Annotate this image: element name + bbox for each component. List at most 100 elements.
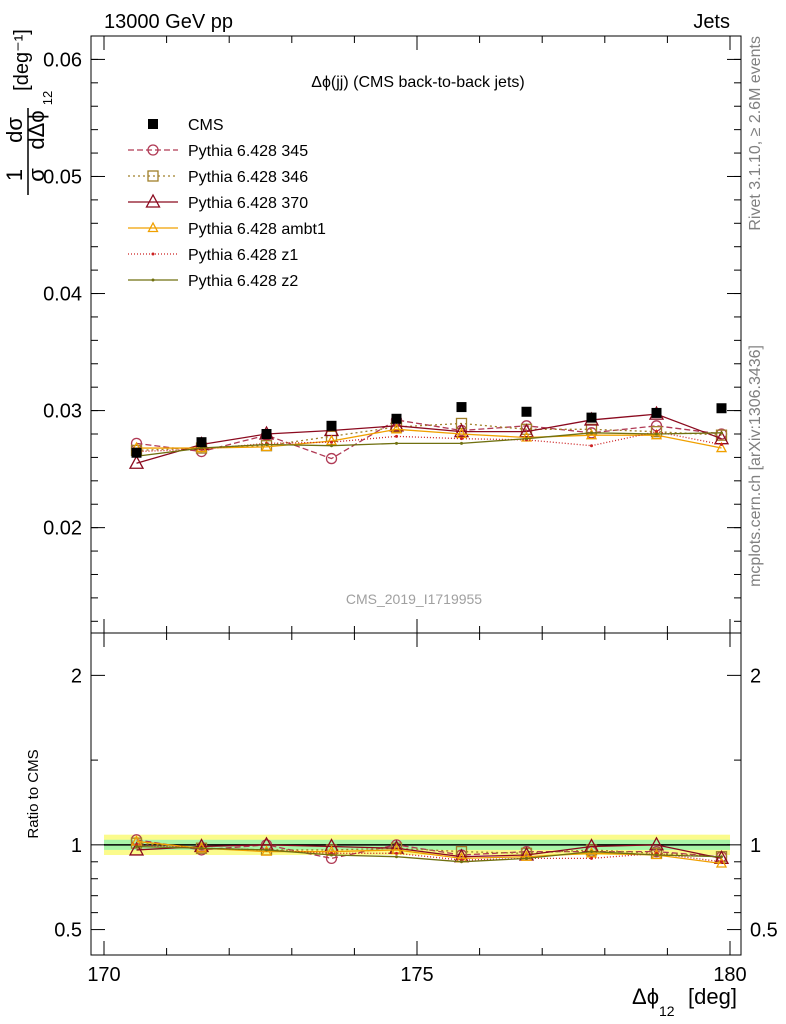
ratio-series-line-3 <box>136 844 722 860</box>
cms-data-point <box>586 412 597 423</box>
main-series-line-1 <box>136 419 722 460</box>
legend-label-3: Pythia 6.428 370 <box>188 195 308 212</box>
legend-label-5: Pythia 6.428 z1 <box>188 247 298 264</box>
main-series-point-5 <box>460 437 463 441</box>
main-y-tick-label: 0.02 <box>43 518 82 540</box>
cms-data-point <box>131 447 142 458</box>
ratio-series-point-6 <box>525 856 528 860</box>
ratio-y-axis-label: Ratio to CMS <box>25 749 42 838</box>
x-axis-label: Δϕ 12 [deg] <box>632 984 737 1019</box>
header-right: Jets <box>693 11 730 33</box>
main-series-point-1 <box>325 452 338 465</box>
cms-data-point <box>326 420 337 431</box>
ratio-series-line-4 <box>136 840 722 865</box>
main-series-point-6 <box>330 444 333 448</box>
ratio-series-point-6 <box>460 860 463 864</box>
main-series-line-5 <box>136 430 722 453</box>
ratio-y-tick-label-right: 1 <box>750 835 761 857</box>
main-series-point-4 <box>715 441 728 453</box>
x-tick-label: 180 <box>713 964 746 986</box>
ratio-series-point-6 <box>655 853 658 857</box>
chart-title: Δϕ(jj) (CMS back-to-back jets) <box>311 74 524 91</box>
main-y-tick-label: 0.04 <box>43 284 82 306</box>
legend: CMS Pythia 6.428 345 Pythia 6.428 346 Pythi… <box>128 117 326 290</box>
main-y-tick-label: 0.05 <box>43 166 82 188</box>
ratio-series-point-5 <box>395 851 398 855</box>
ratio-series-point-4 <box>585 846 598 858</box>
main-series-point-6 <box>460 441 463 445</box>
legend-marker-1 <box>147 144 159 156</box>
main-series-point-5 <box>655 430 658 434</box>
xlabel-dphi: Δϕ <box>632 984 659 1009</box>
cms-data-point <box>391 413 402 424</box>
ratio-series-point-4 <box>260 845 273 856</box>
mcplots-credit-label: mcplots.cern.ch [arXiv:1306.3436] <box>747 345 764 587</box>
legend-marker-6 <box>151 278 155 282</box>
main-series-point-2 <box>715 429 728 441</box>
ratio-series-point-4 <box>520 850 533 861</box>
main-series-point-6 <box>655 432 658 436</box>
main-axis-ticks: 0.02 0.03 0.04 0.05 0.06 <box>43 36 741 633</box>
ylabel-fraction-dsigma: dσ <box>2 117 27 143</box>
ratio-series-group <box>128 834 730 868</box>
main-series-line-4 <box>136 428 722 449</box>
legend-label-0: CMS <box>188 117 224 134</box>
main-panel: 0.02 0.03 0.04 0.05 0.06 Δϕ(jj) (CMS back-to… <box>2 29 742 634</box>
xlabel-sub: 12 <box>659 1003 675 1019</box>
legend-label-4: Pythia 6.428 ambt1 <box>188 221 326 238</box>
legend-marker-2 <box>147 170 159 182</box>
ratio-y-tick-label: 0.5 <box>54 920 82 942</box>
ratio-y-tick-label: 1 <box>71 835 82 857</box>
ratio-series-point-2 <box>130 837 143 849</box>
rivet-version-label: Rivet 3.1.10, ≥ 2.6M events <box>747 36 764 231</box>
main-series-point-5 <box>395 434 398 438</box>
ratio-frame <box>90 632 742 956</box>
ratio-series-point-6 <box>200 846 203 850</box>
main-series-point-5 <box>590 444 593 448</box>
header-left: 13000 GeV pp <box>104 11 233 33</box>
main-y-tick-label: 0.03 <box>43 401 82 423</box>
main-series-point-4 <box>585 428 598 440</box>
main-series-point-6 <box>395 441 398 445</box>
main-y-axis-label: 1 dσ σ dΔϕ 12 [deg⁻¹] <box>2 29 55 195</box>
legend-label-2: Pythia 6.428 346 <box>188 169 308 186</box>
cms-data-point <box>196 437 207 448</box>
main-series-group <box>128 402 730 469</box>
ylabel-units: [deg⁻¹] <box>11 29 33 91</box>
ratio-series-point-6 <box>395 855 398 859</box>
ratio-series-point-5 <box>720 860 723 864</box>
legend-label-6: Pythia 6.428 z2 <box>188 273 298 290</box>
main-series-point-4 <box>260 440 273 452</box>
legend-label-1: Pythia 6.428 345 <box>188 143 308 160</box>
main-series-point-5 <box>330 440 333 444</box>
ratio-series-point-5 <box>590 856 593 860</box>
cms-data-point <box>521 406 532 417</box>
main-series-point-3 <box>518 423 535 438</box>
main-series-point-2 <box>650 426 663 438</box>
ylabel-fraction-sub: 12 <box>40 91 55 105</box>
ratio-series-point-4 <box>195 841 208 853</box>
main-y-tick-label: 0.06 <box>43 49 82 71</box>
legend-marker-0 <box>148 119 158 129</box>
ratio-y-tick-label-right: 0.5 <box>750 920 778 942</box>
x-tick-label: 170 <box>87 964 120 986</box>
x-tick-label: 175 <box>400 964 433 986</box>
main-series-point-6 <box>265 443 268 447</box>
ratio-series-point-3 <box>128 841 145 856</box>
cms-data-point <box>261 429 272 439</box>
main-series-point-6 <box>590 431 593 435</box>
cms-data-point <box>651 407 662 418</box>
main-series-point-6 <box>200 446 203 450</box>
main-series-point-5 <box>720 443 723 447</box>
ylabel-fraction-sigma: σ <box>24 168 49 182</box>
ratio-y-tick-label: 2 <box>71 665 82 687</box>
legend-marker-4 <box>147 221 159 233</box>
main-series-point-4 <box>390 422 403 434</box>
legend-marker-5 <box>151 252 155 256</box>
cms-data-point <box>456 402 467 413</box>
main-series-point-6 <box>720 431 723 435</box>
main-series-line-6 <box>136 432 722 457</box>
ratio-series-line-6 <box>136 845 722 863</box>
ratio-series-point-6 <box>135 845 138 849</box>
